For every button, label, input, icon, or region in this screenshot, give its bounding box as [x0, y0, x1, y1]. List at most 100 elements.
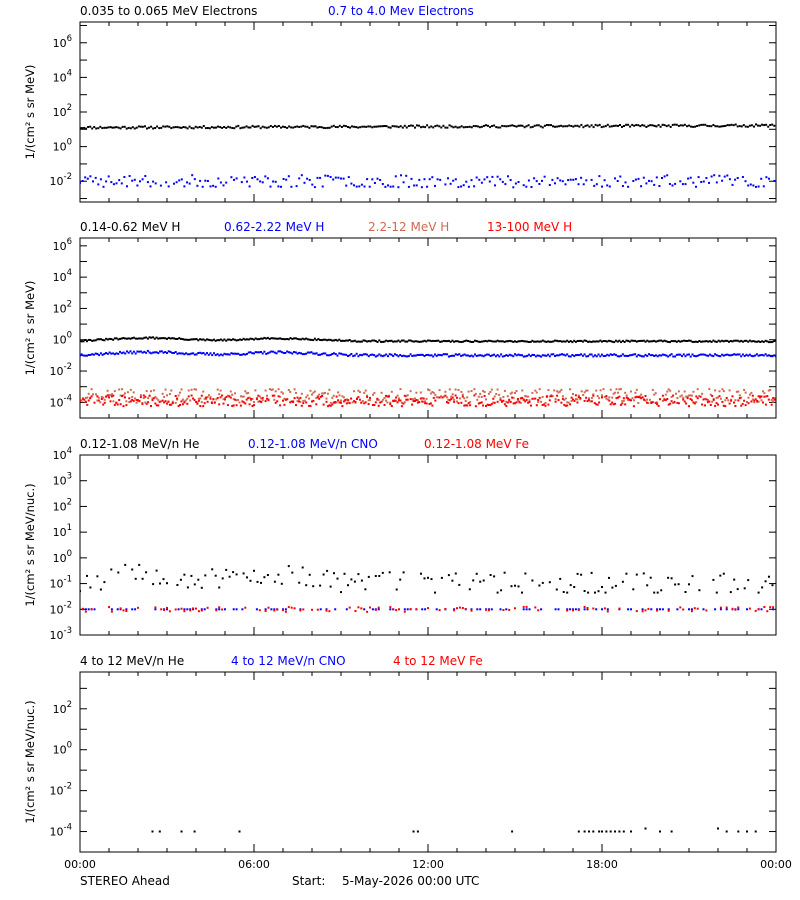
data-point [308, 351, 311, 354]
data-point [399, 340, 402, 343]
data-point [762, 401, 764, 404]
data-point [224, 398, 226, 401]
data-point [621, 353, 624, 356]
data-point [92, 393, 94, 396]
data-point [757, 608, 760, 611]
data-point [395, 396, 398, 399]
data-point [566, 609, 569, 612]
data-point [139, 337, 142, 340]
data-point [173, 352, 175, 354]
data-point [601, 394, 603, 397]
data-point [301, 353, 304, 356]
data-point [487, 392, 490, 395]
data-point [766, 610, 769, 613]
data-point [119, 127, 122, 130]
data-point [298, 351, 301, 354]
data-point [269, 185, 272, 188]
data-point [534, 340, 537, 343]
data-point [614, 402, 617, 405]
data-point [249, 337, 252, 340]
data-point [693, 607, 696, 610]
data-point [131, 568, 134, 571]
data-point [612, 124, 615, 127]
data-point [419, 391, 422, 394]
data-point [684, 591, 687, 593]
data-point [290, 400, 293, 403]
data-point [530, 186, 533, 188]
data-point [722, 340, 725, 343]
data-point [752, 355, 755, 358]
data-point [748, 353, 751, 356]
data-point [377, 404, 380, 407]
data-point [618, 355, 621, 358]
data-point [395, 399, 398, 402]
data-point [399, 388, 402, 391]
data-point [389, 606, 392, 609]
data-point [196, 401, 199, 404]
data-point [302, 608, 305, 611]
data-point [169, 337, 172, 340]
data-point [564, 397, 567, 400]
data-point [152, 583, 155, 586]
data-point [432, 391, 435, 394]
data-point [273, 394, 276, 397]
data-point [715, 354, 718, 357]
data-point [383, 404, 386, 406]
data-point [745, 353, 748, 356]
data-point [489, 339, 492, 342]
data-point [109, 126, 112, 129]
data-point [719, 606, 722, 609]
data-point [406, 340, 409, 343]
data-point [625, 394, 628, 397]
data-point [199, 397, 202, 400]
data-point [211, 568, 214, 571]
data-point [316, 126, 319, 129]
data-point [91, 127, 94, 130]
data-point [543, 340, 546, 343]
data-point [577, 396, 580, 399]
data-point [112, 338, 115, 341]
data-point [331, 353, 334, 355]
data-point [670, 577, 673, 580]
data-point [468, 355, 471, 358]
data-point [585, 389, 588, 392]
data-point [171, 337, 174, 340]
data-point [267, 126, 270, 129]
data-point [698, 589, 701, 592]
data-point [312, 339, 315, 342]
data-point [201, 185, 204, 188]
data-point [89, 353, 92, 356]
data-point [569, 355, 572, 358]
data-point [300, 338, 302, 341]
data-point [744, 404, 747, 407]
data-point [759, 124, 762, 127]
data-point [301, 566, 304, 569]
data-point [572, 609, 574, 612]
data-point [514, 340, 516, 343]
data-point [593, 184, 596, 187]
data-point [316, 608, 319, 611]
data-point [738, 340, 741, 343]
data-point [742, 124, 745, 127]
data-point [444, 390, 447, 393]
data-point [641, 608, 644, 611]
data-point [287, 606, 290, 609]
data-point [308, 404, 311, 407]
data-point [583, 339, 586, 342]
data-point [251, 398, 254, 400]
data-point [163, 609, 166, 611]
data-point [724, 124, 727, 127]
data-point [226, 404, 229, 407]
data-point [81, 127, 83, 130]
y-tick-label: 104 [53, 446, 72, 462]
data-point [554, 355, 556, 357]
data-point [240, 181, 243, 184]
data-point [448, 388, 451, 391]
data-point [245, 398, 248, 401]
data-point [195, 400, 197, 403]
data-point [155, 404, 158, 407]
data-point [657, 404, 660, 407]
data-point [224, 608, 226, 611]
data-point [380, 400, 383, 403]
data-point [446, 340, 449, 343]
